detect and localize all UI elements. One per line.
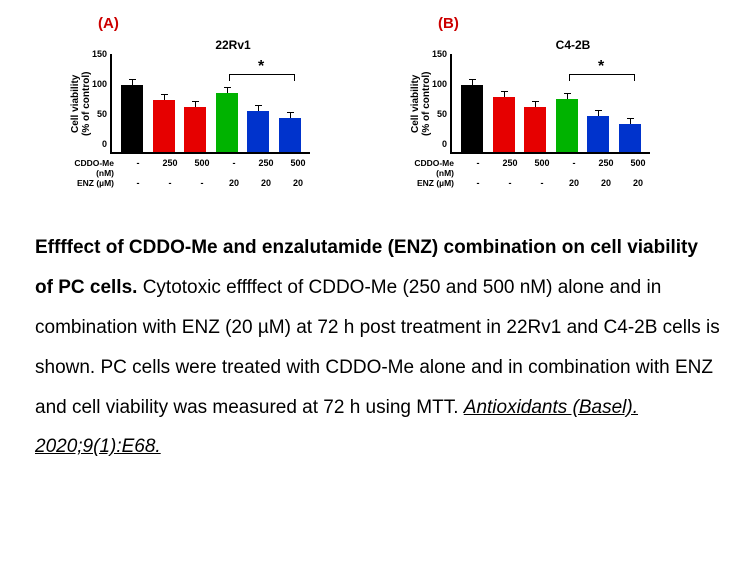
x-cell: 500 xyxy=(531,158,553,178)
chart-area: Cell viability(% of control)150100500* xyxy=(68,54,348,154)
bar xyxy=(587,116,609,152)
x-cells: -250500-250500 xyxy=(458,158,658,178)
error-bar xyxy=(472,79,473,85)
bar xyxy=(279,118,301,152)
x-cell: - xyxy=(159,178,181,188)
x-cell: 250 xyxy=(595,158,617,178)
chart-area: Cell viability(% of control)150100500* xyxy=(408,54,688,154)
x-axis-table: CDDO-Me (nM)-250500-250500ENZ (µM)---202… xyxy=(458,158,658,188)
figure-caption: Effffect of CDDO-Me and enzalutamide (EN… xyxy=(0,188,756,467)
x-cell: - xyxy=(127,158,149,178)
error-bar xyxy=(504,91,505,97)
x-row: ENZ (µM)---202020 xyxy=(118,178,318,188)
y-tick: 50 xyxy=(432,109,447,119)
chart-panel: (B)C4-2BCell viability(% of control)1501… xyxy=(408,20,688,188)
error-bar xyxy=(195,101,196,107)
error-bar xyxy=(132,79,133,85)
bar xyxy=(247,111,269,152)
error-bar xyxy=(164,94,165,100)
x-row-label: CDDO-Me (nM) xyxy=(400,158,458,178)
y-tick: 100 xyxy=(432,79,447,89)
x-cell: 500 xyxy=(627,158,649,178)
x-row-label: ENZ (µM) xyxy=(400,178,458,188)
bar xyxy=(121,85,143,152)
error-bar xyxy=(535,101,536,107)
bar xyxy=(619,124,641,152)
chart-title: C4-2B xyxy=(458,38,688,52)
x-cell: 250 xyxy=(499,158,521,178)
bar xyxy=(184,107,206,152)
bar xyxy=(461,85,483,152)
bar xyxy=(216,93,238,152)
x-cells: ---202020 xyxy=(118,178,318,188)
x-cell: - xyxy=(223,158,245,178)
x-cell: 250 xyxy=(159,158,181,178)
x-cell: 20 xyxy=(595,178,617,188)
y-ticks: 150 100 50 0 xyxy=(432,49,450,149)
error-bar xyxy=(290,112,291,118)
bar xyxy=(556,99,578,152)
x-cell: - xyxy=(531,178,553,188)
x-cell: 250 xyxy=(255,158,277,178)
x-cells: ---202020 xyxy=(458,178,658,188)
x-cell: 20 xyxy=(627,178,649,188)
error-bar xyxy=(598,110,599,116)
chart-panel: (A)22Rv1Cell viability(% of control)1501… xyxy=(68,20,348,188)
x-cell: 20 xyxy=(223,178,245,188)
bar xyxy=(524,107,546,152)
y-axis-label: Cell viability(% of control) xyxy=(408,54,432,154)
y-tick: 0 xyxy=(432,139,447,149)
x-cell: 20 xyxy=(563,178,585,188)
x-cell: - xyxy=(127,178,149,188)
y-tick: 150 xyxy=(432,49,447,59)
x-cell: - xyxy=(467,178,489,188)
x-row-label: ENZ (µM) xyxy=(60,178,118,188)
x-row-label: CDDO-Me (nM) xyxy=(60,158,118,178)
significance-star: * xyxy=(258,58,264,76)
x-row: ENZ (µM)---202020 xyxy=(458,178,658,188)
x-cell: - xyxy=(499,178,521,188)
panel-label: (B) xyxy=(438,15,459,32)
x-cell: 20 xyxy=(255,178,277,188)
bar xyxy=(493,97,515,152)
error-bar xyxy=(227,87,228,93)
x-row: CDDO-Me (nM)-250500-250500 xyxy=(118,158,318,178)
chart-title: 22Rv1 xyxy=(118,38,348,52)
x-cell: - xyxy=(467,158,489,178)
y-tick: 50 xyxy=(92,109,107,119)
error-bar xyxy=(567,93,568,99)
x-cell: 500 xyxy=(191,158,213,178)
x-cell: 20 xyxy=(287,178,309,188)
x-cells: -250500-250500 xyxy=(118,158,318,178)
panel-label: (A) xyxy=(98,15,119,32)
y-tick: 150 xyxy=(92,49,107,59)
y-ticks: 150 100 50 0 xyxy=(92,49,110,149)
x-cell: - xyxy=(563,158,585,178)
x-cell: 500 xyxy=(287,158,309,178)
plot: * xyxy=(450,54,650,154)
error-bar xyxy=(630,118,631,124)
error-bar xyxy=(258,105,259,111)
x-row: CDDO-Me (nM)-250500-250500 xyxy=(458,158,658,178)
y-tick: 0 xyxy=(92,139,107,149)
x-cell: - xyxy=(191,178,213,188)
significance-star: * xyxy=(598,58,604,76)
x-axis-table: CDDO-Me (nM)-250500-250500ENZ (µM)---202… xyxy=(118,158,318,188)
charts-row: (A)22Rv1Cell viability(% of control)1501… xyxy=(0,0,756,188)
plot: * xyxy=(110,54,310,154)
y-tick: 100 xyxy=(92,79,107,89)
y-axis-label: Cell viability(% of control) xyxy=(68,54,92,154)
bar xyxy=(153,100,175,152)
